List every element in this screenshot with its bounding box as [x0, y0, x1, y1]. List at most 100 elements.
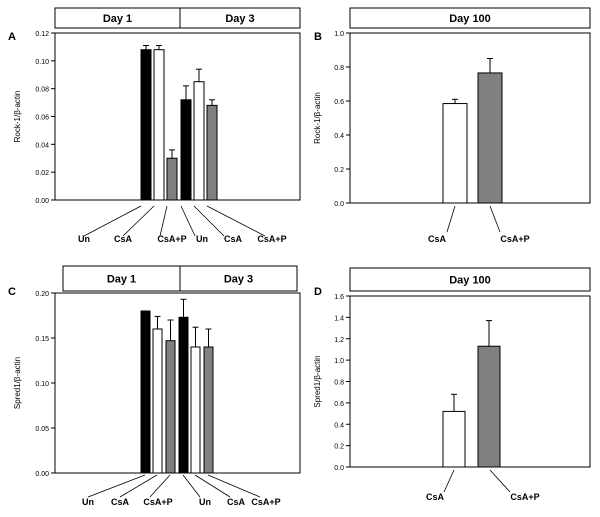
plot-frame — [349, 295, 591, 468]
y-axis-label: Spred1/β-actin — [313, 355, 322, 407]
category-label: CsA+P — [510, 492, 539, 502]
category-label: CsA+P — [143, 497, 172, 507]
y-tick-label: 0.10 — [35, 381, 49, 388]
category-leader-line — [119, 474, 158, 498]
group-header-box — [349, 7, 591, 29]
y-tick-label: 0.8 — [334, 380, 344, 387]
bar-csa-plus-p — [477, 345, 501, 468]
y-tick-label: 1.2 — [334, 337, 344, 344]
category-label: CsA — [111, 497, 130, 507]
panel-letter: C — [8, 286, 16, 298]
y-tick-label: 1.0 — [334, 358, 344, 365]
y-tick-label: 0.12 — [35, 31, 49, 38]
category-label: CsA+P — [251, 497, 280, 507]
y-tick-label: 0.02 — [35, 170, 49, 177]
bar-csa — [442, 410, 466, 468]
panel-b: B Day 100 0.0 0.2 0.4 0.6 0.8 1.0 Rock-1/β-actin… — [313, 7, 591, 244]
bar-csa-plus-p — [206, 104, 218, 201]
panel-a: A Day 1 Day 3 0.00 0.02 0.04 0.06 0.08 0.10 0.12 R… — [8, 7, 301, 244]
category-label: Un — [82, 497, 94, 507]
category-leader-line — [122, 205, 155, 237]
category-label: CsA+P — [500, 234, 529, 244]
group-header-label: Day 1 — [103, 13, 132, 25]
category-leader-line — [159, 205, 168, 237]
y-tick-label: 0.08 — [35, 87, 49, 94]
y-axis-label: Spred1/β-actin — [13, 357, 22, 409]
y-tick-label: 0.8 — [334, 65, 344, 72]
bar-un — [178, 316, 189, 474]
y-axis-label: Rock-1/β-actin — [313, 92, 322, 144]
panel-c: C Day 1 Day 3 0.00 0.05 0.10 0.15 0.20 Spred1/β-… — [8, 265, 301, 507]
category-leader-line — [489, 205, 501, 233]
category-leader-line — [489, 469, 511, 493]
category-label: Un — [78, 234, 90, 244]
category-label: CsA — [114, 234, 133, 244]
y-tick-label: 0.4 — [334, 133, 344, 140]
group-header-box — [179, 7, 301, 29]
group-header-box — [62, 265, 181, 292]
panel-letter: B — [314, 31, 322, 43]
y-tick-label: 1.6 — [334, 294, 344, 301]
bar-csa-plus-p — [165, 340, 176, 474]
category-label: Un — [196, 234, 208, 244]
y-tick-label: 0.6 — [334, 401, 344, 408]
category-leader-line — [193, 205, 225, 237]
category-leader-line — [446, 205, 456, 233]
category-label: CsA — [224, 234, 243, 244]
category-leader-line — [182, 474, 201, 498]
y-tick-label: 0.20 — [35, 291, 49, 298]
group-header-label: Day 3 — [225, 13, 254, 25]
bar-csa — [193, 81, 205, 201]
group-header-label: Day 100 — [449, 275, 491, 287]
y-tick-label: 0.2 — [334, 444, 344, 451]
category-leader-line — [180, 205, 196, 237]
bar-csa — [153, 49, 165, 201]
group-header-box — [349, 267, 591, 292]
y-tick-label: 0.0 — [334, 201, 344, 208]
category-leader-line — [206, 205, 266, 237]
category-label: CsA+P — [157, 234, 186, 244]
bar-un — [140, 49, 152, 201]
category-leader-line — [443, 469, 455, 493]
y-tick-label: 0.06 — [35, 115, 49, 122]
y-tick-label: 0.00 — [35, 471, 49, 478]
y-tick-label: 0.6 — [334, 99, 344, 106]
bar-csa — [190, 346, 201, 474]
panel-letter: D — [314, 286, 322, 298]
category-label: CsA — [428, 234, 447, 244]
category-leader-line — [194, 474, 231, 498]
bar-un — [140, 310, 151, 474]
plot-frame — [54, 292, 301, 474]
category-leader-line — [207, 474, 261, 498]
group-header-label: Day 100 — [449, 13, 491, 25]
y-tick-label: 0.2 — [334, 167, 344, 174]
y-axis-label: Rock-1/β-actin — [13, 91, 22, 143]
y-tick-label: 0.04 — [35, 142, 49, 149]
group-header-label: Day 3 — [224, 274, 253, 286]
y-tick-label: 0.15 — [35, 336, 49, 343]
plot-frame — [349, 32, 591, 204]
panel-letter: A — [8, 31, 16, 43]
bar-csa — [152, 328, 163, 474]
category-label: CsA+P — [257, 234, 286, 244]
category-label: CsA — [426, 492, 445, 502]
y-tick-label: 1.0 — [334, 31, 344, 38]
category-leader-line — [149, 474, 171, 498]
group-header-label: Day 1 — [107, 274, 136, 286]
bar-csa-plus-p — [203, 346, 214, 474]
category-label: CsA — [227, 497, 246, 507]
category-label: Un — [199, 497, 211, 507]
group-header-box — [179, 265, 298, 292]
bar-csa-plus-p — [477, 72, 503, 204]
bar-un — [180, 99, 192, 201]
bar-csa-plus-p — [166, 157, 178, 201]
y-tick-label: 1.4 — [334, 315, 344, 322]
y-tick-label: 0.10 — [35, 59, 49, 66]
y-tick-label: 0.4 — [334, 422, 344, 429]
y-tick-label: 0.00 — [35, 198, 49, 205]
category-leader-line — [87, 474, 146, 498]
y-tick-label: 0.05 — [35, 426, 49, 433]
bar-csa — [442, 103, 468, 204]
panel-d: D Day 100 0.0 0.2 0.4 0.6 0.8 1.0 1.2 1.4 1.6 Spred… — [313, 267, 591, 502]
